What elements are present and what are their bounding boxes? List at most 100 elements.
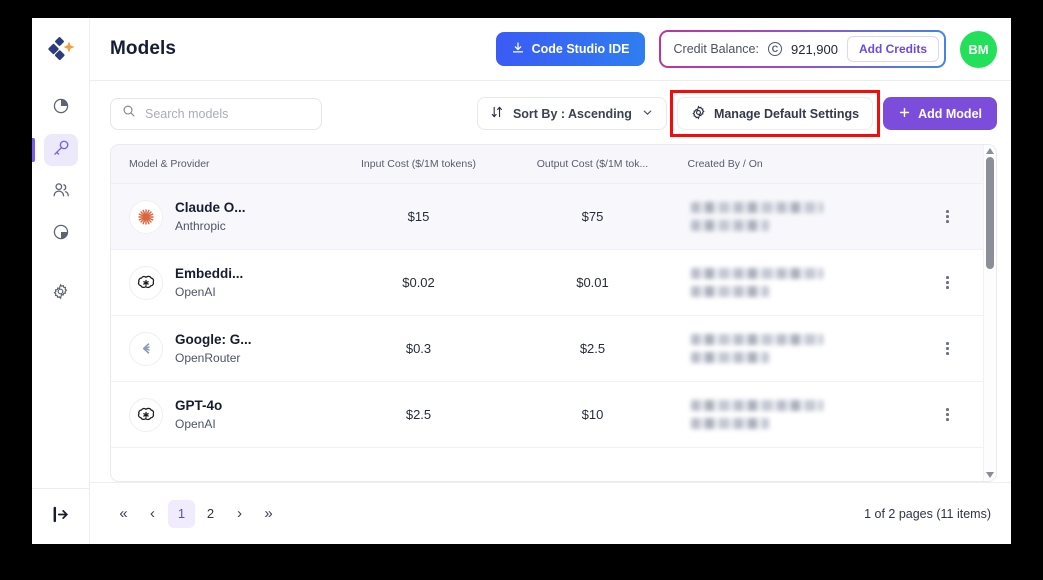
models-table-card: Model & Provider Input Cost ($/1M tokens… xyxy=(110,144,997,482)
cell-created-by-on xyxy=(679,249,913,316)
sort-icon xyxy=(490,105,504,122)
logout-icon xyxy=(51,505,70,529)
table-row[interactable]: Google: G... OpenRouter $0.3 $2.5 xyxy=(111,315,983,382)
table-header-row: Model & Provider Input Cost ($/1M tokens… xyxy=(111,145,983,184)
cell-input-cost: $0.3 xyxy=(331,315,506,382)
page-1-button[interactable]: 1 xyxy=(168,499,195,528)
cell-output-cost: $75 xyxy=(505,183,680,250)
col-header-input-cost[interactable]: Input Cost ($/1M tokens) xyxy=(331,145,506,184)
credit-balance-label: Credit Balance: xyxy=(673,42,759,56)
sidebar-nav xyxy=(32,92,89,310)
model-name: Claude O... xyxy=(175,200,246,216)
table-vertical-scrollbar[interactable] xyxy=(983,145,996,481)
logout-button[interactable] xyxy=(44,501,78,533)
code-studio-ide-button[interactable]: Code Studio IDE xyxy=(495,32,645,66)
sort-by-button[interactable]: Sort By : Ascending xyxy=(476,97,667,130)
add-credits-button[interactable]: Add Credits xyxy=(846,36,939,62)
col-header-output-cost[interactable]: Output Cost ($/1M tok... xyxy=(505,145,680,184)
next-page-button[interactable]: › xyxy=(226,500,253,528)
pagination-info: 1 of 2 pages (11 items) xyxy=(864,506,991,521)
model-name: GPT-4o xyxy=(175,398,223,414)
credit-balance-value: 921,900 xyxy=(790,41,838,57)
cell-model-provider: Claude O... Anthropic xyxy=(111,183,332,250)
table-body: Claude O... Anthropic $15 $75 xyxy=(111,183,983,448)
add-model-button[interactable]: Add Model xyxy=(883,97,997,130)
sort-by-label: Sort By : Ascending xyxy=(512,106,632,121)
pagination-footer: « ‹ 1 2 › » 1 of 2 pages (11 items) xyxy=(90,482,1011,544)
scrollbar-track[interactable] xyxy=(984,157,996,469)
sidebar-footer xyxy=(32,488,89,544)
models-table-scroll: Model & Provider Input Cost ($/1M tokens… xyxy=(111,145,983,481)
search-input[interactable] xyxy=(145,106,310,121)
credit-balance-panel: Credit Balance: C 921,900 Add Credits xyxy=(658,30,946,68)
table-row[interactable]: GPT-4o OpenAI $2.5 $10 xyxy=(111,381,983,448)
cell-output-cost: $0.01 xyxy=(505,249,680,316)
cell-input-cost: $2.5 xyxy=(331,381,506,448)
cell-input-cost: $15 xyxy=(331,183,506,250)
kebab-menu-icon[interactable] xyxy=(938,210,958,223)
kebab-menu-icon[interactable] xyxy=(938,408,958,421)
top-bar-actions: Code Studio IDE Credit Balance: C 921,90… xyxy=(495,30,997,68)
page-title: Models xyxy=(110,38,177,59)
anthropic-icon xyxy=(129,199,163,234)
col-header-created-by-on[interactable]: Created By / On xyxy=(679,145,913,184)
cell-created-by-on xyxy=(679,381,913,448)
toolbar-actions: Sort By : Ascending xyxy=(476,90,997,137)
app-window: Models Code Studio IDE Credit Balance: xyxy=(32,18,1011,544)
cell-created-by-on xyxy=(679,183,913,250)
app-logo[interactable] xyxy=(44,32,78,66)
scroll-up-arrow-icon[interactable] xyxy=(986,148,994,154)
model-provider: OpenAI xyxy=(175,284,216,299)
table-head: Model & Provider Input Cost ($/1M tokens… xyxy=(111,145,983,184)
table-row[interactable]: Claude O... Anthropic $15 $75 xyxy=(111,183,983,250)
cell-model-provider: GPT-4o OpenAI xyxy=(111,381,332,448)
redacted-created-by xyxy=(687,334,904,363)
avatar[interactable]: BM xyxy=(960,30,997,68)
prev-page-button[interactable]: ‹ xyxy=(139,500,166,528)
col-header-actions xyxy=(912,145,983,184)
code-studio-ide-label: Code Studio IDE xyxy=(531,42,630,56)
main-area: Models Code Studio IDE Credit Balance: xyxy=(90,18,1011,544)
search-box[interactable] xyxy=(110,97,322,130)
cell-output-cost: $10 xyxy=(505,381,680,448)
manage-default-settings-button[interactable]: Manage Default Settings xyxy=(676,97,874,130)
cell-row-actions xyxy=(912,381,983,448)
page-2-button[interactable]: 2 xyxy=(197,500,224,528)
left-sidebar xyxy=(32,18,90,544)
sidebar-item-models[interactable] xyxy=(32,134,78,166)
gear-icon xyxy=(52,283,69,305)
content-area: Sort By : Ascending xyxy=(90,81,1011,482)
sidebar-item-settings[interactable] xyxy=(44,278,78,310)
scrollbar-thumb[interactable] xyxy=(986,157,994,270)
openai-icon xyxy=(129,265,163,300)
model-provider: OpenRouter xyxy=(175,350,241,365)
openrouter-icon xyxy=(129,331,163,366)
openai-icon xyxy=(129,397,163,432)
kebab-menu-icon[interactable] xyxy=(938,276,958,289)
top-bar: Models Code Studio IDE Credit Balance: xyxy=(90,18,1011,81)
table-row[interactable]: Embeddi... OpenAI $0.02 $0.01 xyxy=(111,249,983,316)
cell-input-cost: $0.02 xyxy=(331,249,506,316)
model-provider: Anthropic xyxy=(175,218,226,233)
last-page-button[interactable]: » xyxy=(255,500,282,528)
sidebar-item-usage[interactable] xyxy=(44,218,78,250)
search-icon xyxy=(122,104,136,123)
redacted-created-by xyxy=(687,400,904,429)
add-model-label: Add Model xyxy=(918,106,982,121)
redacted-created-by xyxy=(687,202,904,231)
col-header-model-provider[interactable]: Model & Provider xyxy=(111,145,332,184)
cell-row-actions xyxy=(912,183,983,250)
pie-chart-icon xyxy=(52,97,70,120)
users-icon xyxy=(52,181,70,204)
model-name: Google: G... xyxy=(175,332,252,348)
sidebar-item-dashboard[interactable] xyxy=(44,92,78,124)
plus-icon xyxy=(898,106,911,122)
scroll-down-arrow-icon[interactable] xyxy=(986,472,994,478)
credit-coin-icon: C xyxy=(767,42,782,56)
first-page-button[interactable]: « xyxy=(110,500,137,528)
gear-icon xyxy=(691,105,706,123)
sidebar-item-users[interactable] xyxy=(44,176,78,208)
manage-default-settings-wrapper: Manage Default Settings xyxy=(669,90,881,137)
cell-created-by-on xyxy=(679,315,913,382)
kebab-menu-icon[interactable] xyxy=(938,342,958,355)
